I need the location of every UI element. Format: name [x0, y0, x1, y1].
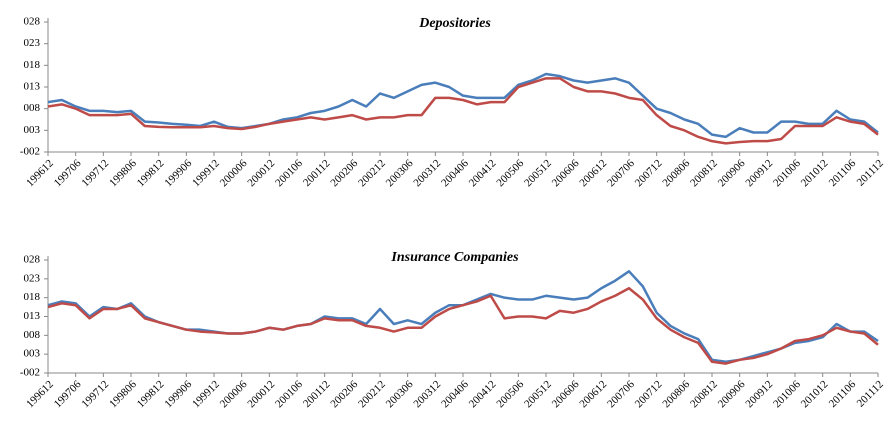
x-tick-label: 199612: [24, 157, 56, 189]
x-tick-label: 200812: [688, 157, 720, 189]
x-tick-label: 200912: [743, 378, 775, 410]
x-tick-label: 201106: [827, 378, 859, 410]
x-tick-label: 199706: [52, 378, 84, 410]
x-tick-label: 200212: [356, 378, 388, 410]
x-tick-label: 200612: [577, 378, 609, 410]
x-tick-label: 200412: [467, 157, 499, 189]
x-tick-label: 201006: [771, 378, 803, 410]
chart-title: Depositories: [418, 16, 491, 31]
x-tick-label: 200512: [522, 378, 554, 410]
x-tick-label: 200212: [356, 157, 388, 189]
y-tick-label: 003: [24, 124, 41, 136]
x-tick-label: 199906: [162, 157, 194, 189]
y-tick-label: 018: [24, 291, 41, 303]
y-tick-label: 018: [24, 59, 41, 71]
x-tick-label: 199912: [190, 157, 222, 189]
x-tick-label: 200206: [328, 378, 360, 410]
series-line: [47, 287, 879, 365]
x-tick-label: 200906: [716, 157, 748, 189]
x-tick-label: 199912: [190, 378, 222, 410]
x-tick-label: 200106: [273, 157, 305, 189]
x-tick-label: 200912: [743, 157, 775, 189]
y-tick-label: 023: [24, 37, 41, 49]
x-tick-label: 200712: [633, 378, 665, 410]
y-tick-label: 013: [24, 81, 41, 93]
x-tick-label: 199806: [107, 157, 139, 189]
y-tick-label: 013: [24, 310, 41, 322]
x-tick-label: 199812: [135, 157, 167, 189]
chart-title: Insurance Companies: [390, 250, 519, 265]
x-tick-label: 200712: [633, 157, 665, 189]
x-tick-label: 200412: [467, 378, 499, 410]
x-tick-label: 200312: [411, 378, 443, 410]
y-tick-label: -002: [20, 146, 40, 158]
x-tick-label: 199712: [79, 157, 111, 189]
x-tick-label: 200806: [660, 157, 692, 189]
x-tick-label: 201012: [799, 378, 831, 410]
y-tick-label: 003: [24, 348, 41, 360]
y-tick-label: 028: [24, 16, 41, 28]
x-tick-label: 200006: [218, 378, 250, 410]
y-tick-label: -002: [20, 367, 40, 379]
x-tick-label: 200112: [301, 157, 333, 189]
x-tick-label: 200012: [245, 378, 277, 410]
x-tick-label: 200406: [439, 157, 471, 189]
x-tick-label: 200506: [494, 378, 526, 410]
y-tick-label: 008: [24, 329, 41, 341]
x-tick-label: 200312: [411, 157, 443, 189]
x-tick-label: 199706: [52, 157, 84, 189]
x-tick-label: 200506: [494, 157, 526, 189]
x-tick-label: 199806: [107, 378, 139, 410]
x-tick-label: 201106: [827, 157, 859, 189]
x-tick-label: 200106: [273, 378, 305, 410]
y-tick-label: 023: [24, 272, 41, 284]
x-tick-label: 200606: [550, 157, 582, 189]
x-tick-label: 200006: [218, 157, 250, 189]
x-tick-label: 199812: [135, 378, 167, 410]
series-line: [47, 270, 879, 363]
x-tick-label: 199712: [79, 378, 111, 410]
x-tick-label: 200812: [688, 378, 720, 410]
x-tick-label: 200306: [384, 378, 416, 410]
x-tick-label: 200012: [245, 157, 277, 189]
x-tick-label: 200906: [716, 378, 748, 410]
x-tick-label: 201006: [771, 157, 803, 189]
y-tick-label: 028: [24, 254, 41, 266]
y-tick-label: 008: [24, 102, 41, 114]
x-tick-label: 200206: [328, 157, 360, 189]
x-tick-label: 200306: [384, 157, 416, 189]
x-tick-label: 200512: [522, 157, 554, 189]
x-tick-label: 200112: [301, 378, 333, 410]
x-tick-label: 201012: [799, 157, 831, 189]
x-tick-label: 200706: [605, 157, 637, 189]
x-tick-label: 200606: [550, 378, 582, 410]
x-tick-label: 199906: [162, 378, 194, 410]
x-tick-label: 201112: [855, 157, 886, 188]
x-tick-label: 201112: [855, 378, 886, 409]
series-line: [47, 72, 879, 139]
x-tick-label: 200706: [605, 378, 637, 410]
x-tick-label: 200806: [660, 378, 692, 410]
series-line: [47, 77, 879, 145]
x-tick-label: 200406: [439, 378, 471, 410]
x-tick-label: 199612: [24, 378, 56, 410]
x-tick-label: 200612: [577, 157, 609, 189]
